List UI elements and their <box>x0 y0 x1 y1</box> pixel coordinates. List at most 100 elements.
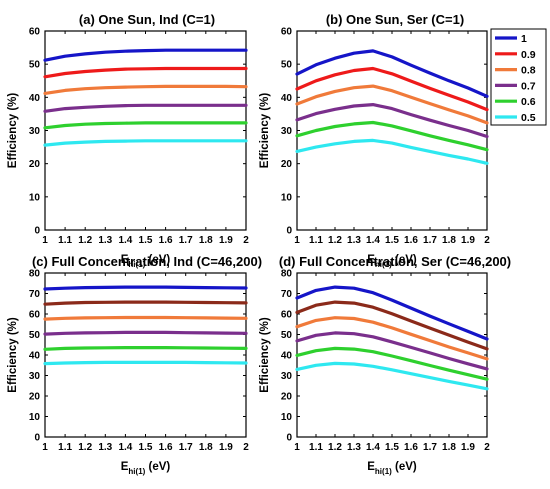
y-tick-label: 50 <box>281 60 293 71</box>
x-tick-label: 1.7 <box>179 442 193 453</box>
y-tick-label: 50 <box>281 330 293 341</box>
series-line-0.6 <box>43 346 248 351</box>
series-line-0.7 <box>295 331 489 371</box>
y-tick-label: 60 <box>281 310 293 321</box>
y-tick-label: 60 <box>29 27 41 38</box>
series-line-0.5 <box>295 361 489 391</box>
x-tick-label: 1.3 <box>347 235 361 246</box>
chart-panel-0: 1 1.1 1.2 1.3 1.4 1.5 1.6 1.7 1.8 1.9 201020304050… <box>7 12 249 269</box>
series-line-0.9 <box>295 66 489 112</box>
y-tick-label: 80 <box>281 269 293 280</box>
y-tick-label: 50 <box>29 60 41 71</box>
series-line-0.5 <box>43 139 248 147</box>
series-line-0.8 <box>295 316 489 361</box>
series-line-0.9 <box>43 300 248 306</box>
x-tick-label: 1.7 <box>423 442 437 453</box>
x-tick-label: 1.6 <box>404 235 418 246</box>
chart-panel-2: 1 1.1 1.2 1.3 1.4 1.5 1.6 1.7 1.8 1.9 201020304050… <box>7 254 262 476</box>
x-axis-label: Ehi(1) (eV) <box>367 254 417 269</box>
x-tick-label: 1.4 <box>118 442 132 453</box>
series-line-1 <box>295 285 489 341</box>
y-tick-label: 10 <box>29 412 41 423</box>
x-tick-label: 2 <box>484 235 490 246</box>
series-line-0.8 <box>43 84 248 96</box>
y-tick-label: 70 <box>29 289 41 300</box>
y-tick-label: 30 <box>281 126 293 137</box>
x-tick-label: 1.5 <box>139 442 153 453</box>
series-line-0.5 <box>43 360 248 366</box>
x-tick-label: 1 <box>42 235 48 246</box>
y-tick-label: 10 <box>281 192 293 203</box>
series-line-0.5 <box>295 138 489 165</box>
chart-title: (c) Full Concentration, Ind (C=46,200) <box>32 254 262 269</box>
x-tick-label: 1.2 <box>78 235 92 246</box>
x-tick-label: 1.7 <box>423 235 437 246</box>
series-line-1 <box>43 285 248 291</box>
x-tick-label: 1.3 <box>347 442 361 453</box>
x-tick-label: 1.1 <box>58 442 72 453</box>
legend-label: 0.9 <box>521 49 536 61</box>
chart-title: (a) One Sun, Ind (C=1) <box>79 12 215 27</box>
series-line-0.8 <box>43 315 248 321</box>
x-tick-label: 1.8 <box>442 235 456 246</box>
y-tick-label: 10 <box>29 192 41 203</box>
series-line-0.8 <box>295 84 489 125</box>
y-tick-label: 10 <box>281 412 293 423</box>
y-tick-label: 30 <box>29 126 41 137</box>
y-tick-label: 20 <box>29 392 41 403</box>
chart-title: (d) Full Concentration, Ser (C=46,200) <box>279 254 511 269</box>
legend-frame <box>490 28 547 126</box>
x-tick-label: 1.2 <box>328 442 342 453</box>
x-tick-label: 1.6 <box>404 442 418 453</box>
x-tick-label: 1.5 <box>139 235 153 246</box>
x-tick-label: 1.4 <box>366 442 380 453</box>
series-line-0.6 <box>295 120 489 152</box>
series-line-0.7 <box>295 102 489 139</box>
y-tick-label: 40 <box>281 351 293 362</box>
y-tick-label: 0 <box>286 433 292 444</box>
x-tick-label: 1.9 <box>461 235 475 246</box>
y-tick-label: 40 <box>281 93 293 104</box>
x-tick-label: 1.3 <box>98 235 112 246</box>
x-tick-label: 1.3 <box>98 442 112 453</box>
x-tick-label: 1.8 <box>199 442 213 453</box>
y-axis-label: Efficiency (%) <box>7 317 19 393</box>
legend-label: 0.7 <box>521 80 536 92</box>
x-tick-label: 1.4 <box>118 235 132 246</box>
x-tick-label: 1.1 <box>58 235 72 246</box>
y-tick-label: 80 <box>29 269 41 280</box>
x-tick-label: 2 <box>243 442 249 453</box>
x-tick-label: 1.1 <box>309 442 323 453</box>
chart-panel-1: 1 1.1 1.2 1.3 1.4 1.5 1.6 1.7 1.8 1.9 201020304050… <box>259 12 490 269</box>
chart-title: (b) One Sun, Ser (C=1) <box>326 12 464 27</box>
series-line-1 <box>43 48 248 62</box>
x-tick-label: 1.8 <box>199 235 213 246</box>
x-tick-label: 1.8 <box>442 442 456 453</box>
x-tick-label: 2 <box>243 235 249 246</box>
legend: 1 0.9 0.8 0.7 0.6 0.5 <box>490 28 547 126</box>
legend-label: 0.5 <box>521 112 536 124</box>
x-tick-label: 1 <box>42 442 48 453</box>
x-tick-label: 1.2 <box>328 235 342 246</box>
y-tick-label: 50 <box>29 330 41 341</box>
y-axis-label: Efficiency (%) <box>7 93 19 169</box>
legend-label: 0.6 <box>521 96 536 108</box>
y-tick-label: 30 <box>281 371 293 382</box>
x-tick-label: 1.9 <box>219 235 233 246</box>
series-line-0.6 <box>295 346 489 381</box>
plot-frame <box>44 272 247 438</box>
x-tick-label: 1.5 <box>385 235 399 246</box>
y-axis-label: Efficiency (%) <box>259 93 271 169</box>
y-tick-label: 40 <box>29 351 41 362</box>
y-tick-label: 0 <box>286 226 292 237</box>
x-tick-label: 1.9 <box>461 442 475 453</box>
x-tick-label: 1.6 <box>159 235 173 246</box>
y-tick-label: 20 <box>281 159 293 170</box>
x-axis-label: Ehi(1) (eV) <box>367 461 417 476</box>
series-line-0.6 <box>43 121 248 130</box>
series-line-0.7 <box>43 103 248 113</box>
y-tick-label: 0 <box>34 433 40 444</box>
y-tick-label: 30 <box>29 371 41 382</box>
x-tick-label: 1 <box>294 442 300 453</box>
